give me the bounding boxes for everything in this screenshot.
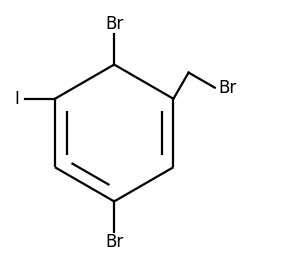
Text: Br: Br — [218, 79, 237, 97]
Text: I: I — [15, 90, 20, 108]
Text: Br: Br — [105, 15, 123, 33]
Text: Br: Br — [105, 233, 123, 251]
